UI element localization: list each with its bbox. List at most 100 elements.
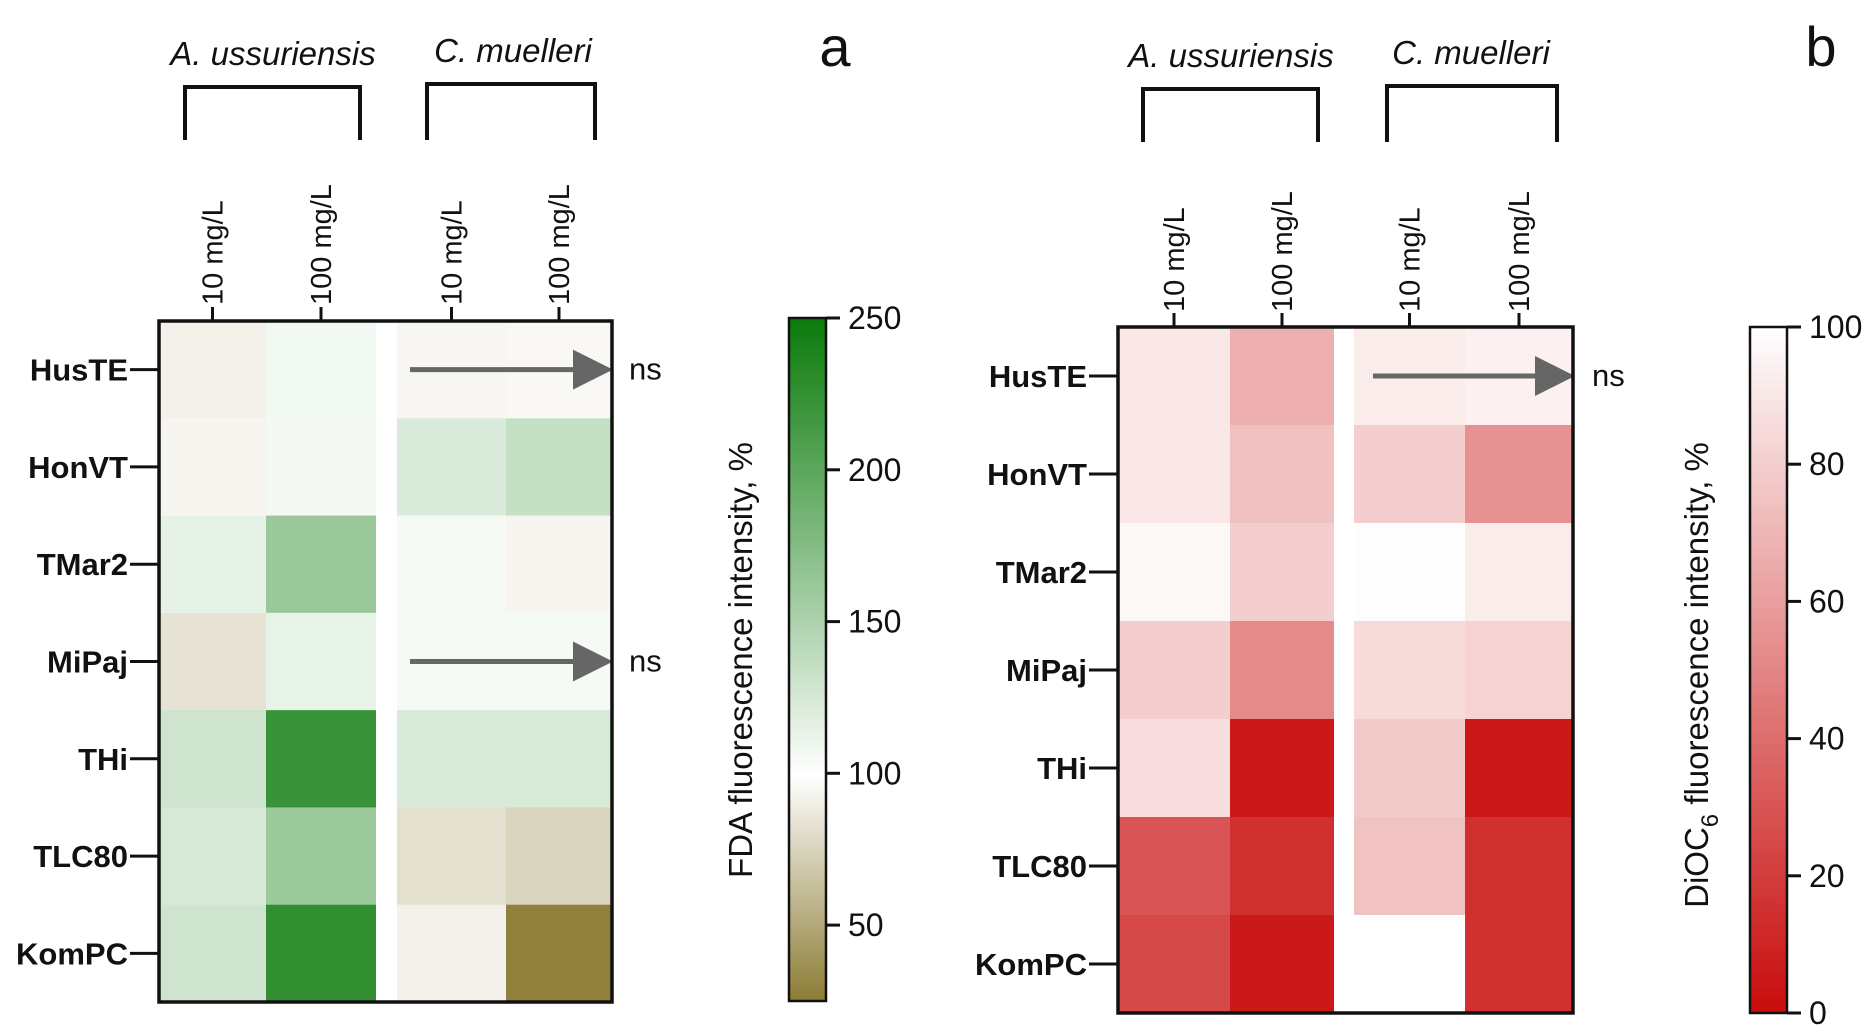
heatmap-cell [506, 904, 612, 1003]
panel-a-colorbar [787, 316, 828, 1003]
panel-a-cells [159, 321, 612, 1003]
heatmap-cell [159, 904, 266, 1003]
heatmap-cell [397, 710, 506, 808]
annotation-label: ns [1592, 358, 1625, 393]
heatmap-cell [1354, 915, 1465, 1014]
row-label: HonVT [987, 457, 1087, 492]
colorbar-tick-label: 200 [848, 452, 901, 488]
heatmap-cell [266, 418, 376, 517]
colorbar-tick-label: 100 [848, 755, 901, 791]
panel-a-group-1-bracket [183, 85, 362, 140]
heatmap-cell [159, 807, 266, 906]
panel-b-group-2-label: C. muelleri [1392, 34, 1551, 71]
row-label: KomPC [16, 936, 128, 971]
heatmap-cell [1465, 621, 1573, 720]
heatmap-cell [1118, 327, 1230, 426]
panel-a-colorbar-ticks: 50 100 150 200 250 [826, 300, 901, 943]
heatmap-cell [1230, 621, 1334, 720]
heatmap-cell [397, 807, 506, 906]
heatmap-cell [159, 418, 266, 517]
column-label: 100 mg/L [544, 184, 576, 305]
heatmap-cell [159, 710, 266, 808]
panel-a-group-2-bracket [425, 82, 597, 140]
row-label: MiPaj [47, 645, 128, 680]
heatmap-cell [159, 612, 266, 711]
panel-b: b A. ussuriensis C. muelleri ns HusTE Hon… [975, 15, 1862, 1031]
row-label: TMar2 [996, 555, 1087, 590]
row-label: KomPC [975, 947, 1087, 982]
panel-b-colorbar [1748, 325, 1789, 1015]
heatmap-cell [1230, 915, 1334, 1014]
row-label: THi [78, 742, 128, 777]
heatmap-cell [1230, 425, 1334, 524]
column-label: 10 mg/L [437, 200, 469, 305]
heatmap-cell [1118, 719, 1230, 818]
heatmap-cell [159, 321, 266, 419]
panel-b-annotations: ns [1373, 356, 1625, 396]
row-label: TMar2 [37, 547, 128, 582]
panel-b-column-labels: 10 mg/L 100 mg/L 10 mg/L 100 mg/L [1159, 191, 1536, 327]
column-label: 10 mg/L [198, 200, 230, 305]
heatmap-cell [266, 710, 376, 808]
annotation-label: ns [629, 352, 662, 387]
heatmap-cell [1230, 327, 1334, 426]
heatmap-cell [397, 515, 506, 614]
annotation-label: ns [629, 644, 662, 679]
panel-a-annotations: ns ns [410, 349, 662, 682]
panel-a-colorbar-title: FDA fluorescence intensity, % [722, 442, 759, 878]
panel-b-cells [1118, 327, 1573, 1014]
heatmap-cell [397, 904, 506, 1003]
panel-a-row-labels: HusTE HonVT TMar2 MiPaj THi TLC80 KomPC [16, 353, 159, 971]
colorbar-tick-label: 250 [848, 300, 901, 336]
colorbar-tick-label: 40 [1809, 721, 1845, 757]
row-label: HusTE [30, 353, 128, 388]
colorbar-tick-label: 20 [1809, 858, 1845, 894]
heatmap-cell [266, 612, 376, 711]
heatmap-cell [1118, 621, 1230, 720]
heatmap-cell [1354, 425, 1465, 524]
heatmap-cell [506, 710, 612, 808]
heatmap-cell [1465, 915, 1573, 1014]
heatmap-cell [1465, 719, 1573, 818]
heatmap-cell [1230, 523, 1334, 622]
colorbar-tick-label: 100 [1809, 309, 1862, 345]
panel-b-letter: b [1805, 15, 1836, 78]
panel-b-group-2-bracket [1385, 84, 1559, 142]
colorbar-tick-label: 150 [848, 604, 901, 640]
colorbar-tick-label: 80 [1809, 446, 1845, 482]
heatmap-cell [1354, 719, 1465, 818]
heatmap-cell [1118, 425, 1230, 524]
column-label: 10 mg/L [1159, 207, 1191, 312]
column-label: 100 mg/L [1504, 191, 1536, 312]
heatmap-cell [1354, 817, 1465, 916]
heatmap-cell [1354, 523, 1465, 622]
heatmap-cell [1465, 523, 1573, 622]
panel-a-group-1-label: A. ussuriensis [168, 35, 375, 72]
column-label: 100 mg/L [1267, 191, 1299, 312]
heatmap-cell [266, 904, 376, 1003]
heatmap-cell [1354, 621, 1465, 720]
heatmap-cell [1118, 817, 1230, 916]
row-label: TLC80 [33, 839, 128, 874]
row-label: HonVT [28, 450, 128, 485]
colorbar-tick-label: 50 [848, 907, 884, 943]
panel-b-colorbar-ticks: 0 20 40 60 80 100 [1787, 309, 1862, 1031]
panel-a-group-2-label: C. muelleri [434, 32, 593, 69]
column-label: 10 mg/L [1395, 207, 1427, 312]
panel-b-row-labels: HusTE HonVT TMar2 MiPaj THi TLC80 KomPC [975, 359, 1118, 982]
heatmap-cell [1118, 523, 1230, 622]
colorbar-tick-label: 60 [1809, 583, 1845, 619]
heatmap-cell [397, 418, 506, 517]
heatmap-cell [506, 515, 612, 614]
column-label: 100 mg/L [306, 184, 338, 305]
heatmap-cell [1230, 719, 1334, 818]
row-label: TLC80 [992, 849, 1087, 884]
panel-a-column-labels: 10 mg/L 100 mg/L 10 mg/L 100 mg/L [198, 184, 576, 321]
panel-b-group-1-bracket [1141, 87, 1320, 142]
heatmap-cell [1465, 425, 1573, 524]
colorbar-tick-label: 0 [1809, 995, 1827, 1031]
heatmap-cell [1118, 915, 1230, 1014]
row-label: THi [1037, 751, 1087, 786]
